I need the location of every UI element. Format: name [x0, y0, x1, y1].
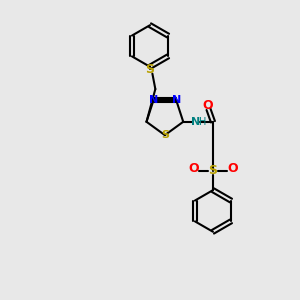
Text: O: O	[227, 162, 238, 175]
Text: N: N	[191, 117, 201, 127]
Text: S: S	[146, 63, 154, 76]
Text: N: N	[172, 95, 181, 105]
Text: O: O	[188, 162, 199, 175]
Text: O: O	[202, 99, 213, 112]
Text: N: N	[149, 95, 158, 105]
Text: S: S	[208, 164, 217, 177]
Text: H: H	[199, 117, 206, 127]
Text: S: S	[161, 130, 169, 140]
